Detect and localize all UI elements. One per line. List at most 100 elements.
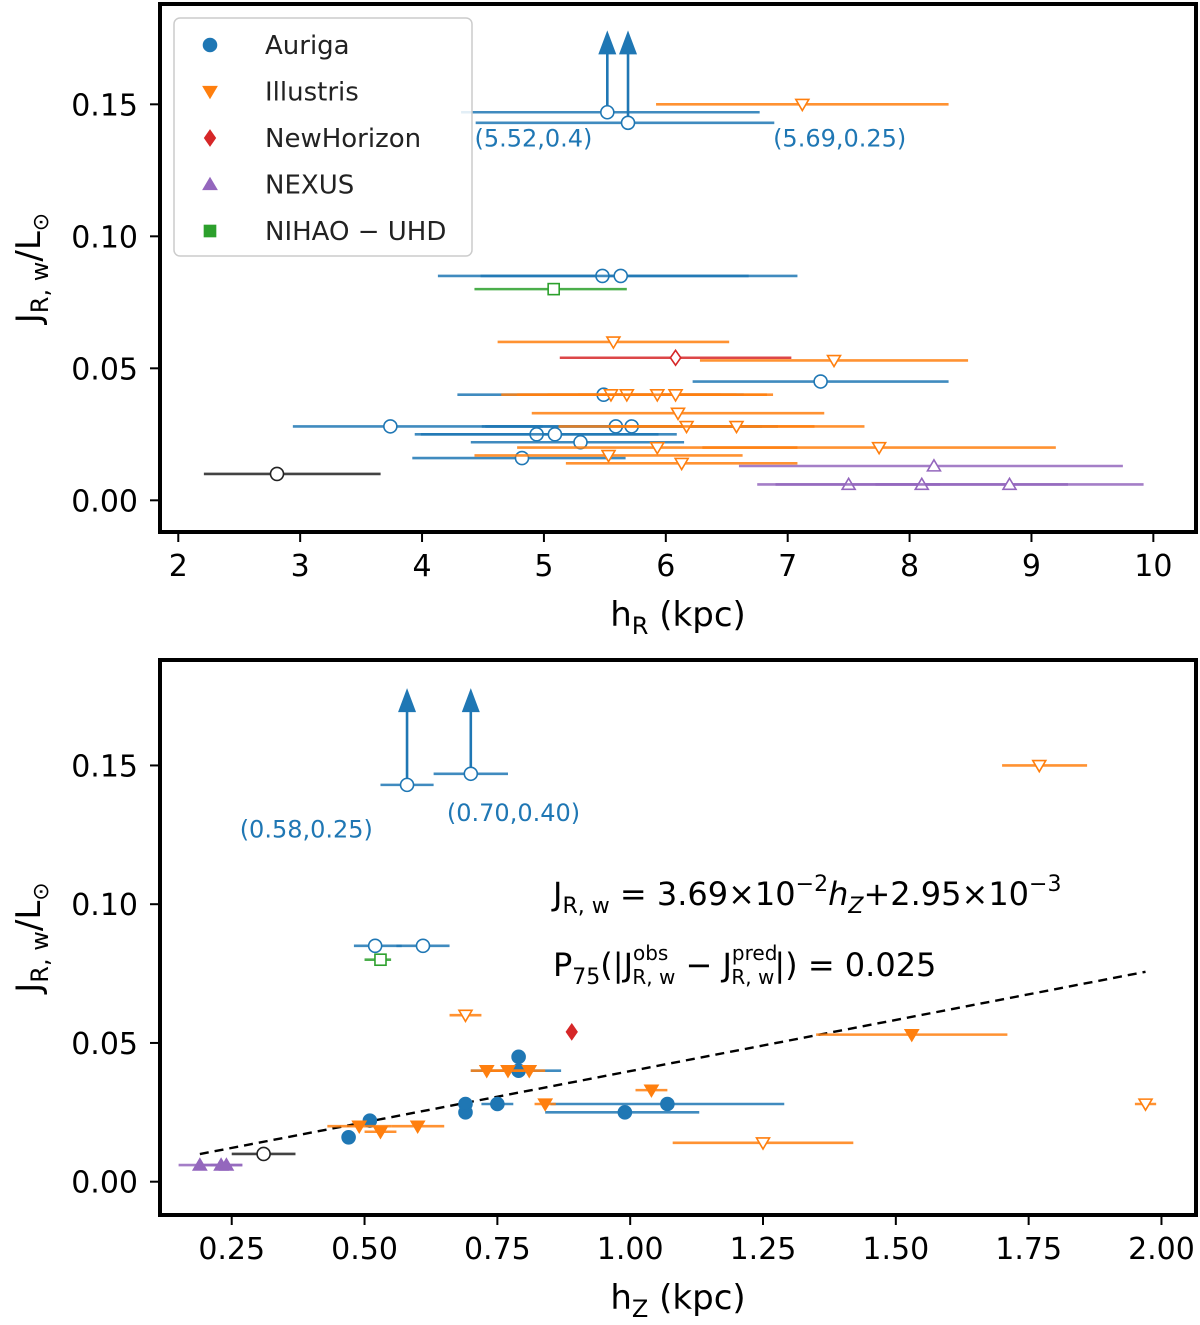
data-point xyxy=(926,458,942,472)
data-point xyxy=(269,466,285,482)
legend-marker xyxy=(202,37,218,53)
data-point xyxy=(399,777,415,793)
scatter-metric: P75(|Jobs R, w − Jpred R, w|) = 0.025 xyxy=(553,941,936,990)
legend-label: Auriga xyxy=(265,31,350,61)
x-ticks: 2 3 4 5 6 7 8 9 10 xyxy=(169,532,1172,584)
y-tick-label: 0.10 xyxy=(71,888,138,923)
annotation-label: (5.52,0.4) xyxy=(474,125,592,153)
y-tick-label: 0.15 xyxy=(71,749,138,784)
data-point xyxy=(813,374,828,389)
series-auriga xyxy=(341,1049,785,1145)
arrow-head xyxy=(461,688,480,713)
x-tick-label: 8 xyxy=(900,549,919,584)
series-nexus xyxy=(178,1157,243,1171)
data-point xyxy=(755,1137,771,1151)
y-axis-label: JR, w/L⊙ xyxy=(9,882,54,994)
data-point xyxy=(660,1096,675,1112)
x-tick-label: 3 xyxy=(291,549,310,584)
data-point xyxy=(490,1096,505,1112)
data-point xyxy=(649,441,666,456)
data-point xyxy=(463,766,479,782)
fit-line xyxy=(199,970,1146,1156)
series-illustris xyxy=(327,1028,1008,1140)
y-tick-label: 0.05 xyxy=(71,1027,138,1062)
x-tick-label: 6 xyxy=(656,549,675,584)
x-tick-label: 1.00 xyxy=(597,1232,664,1267)
top-panel: 2 3 4 5 6 7 8 9 10 0.00 0.05 0.10 0.15 hR (kpc) JR, w/… xyxy=(9,2,1198,640)
arrow-head xyxy=(398,688,417,713)
data-point xyxy=(374,953,387,967)
data-point xyxy=(673,457,690,472)
series-illustris xyxy=(474,98,1056,472)
data-point xyxy=(605,336,622,350)
x-tick-label: 9 xyxy=(1022,549,1041,584)
legend-label: NewHorizon xyxy=(265,124,421,154)
series-nihao-uhd xyxy=(474,282,627,296)
x-ticks: 0.25 0.50 0.75 1.00 1.25 1.50 1.75 2.00 xyxy=(198,1215,1195,1267)
series-auriga xyxy=(353,688,508,954)
data-point xyxy=(521,1065,538,1079)
data-point xyxy=(600,104,615,120)
data-point xyxy=(826,354,842,369)
y-tick-label: 0.15 xyxy=(71,88,138,123)
data-point xyxy=(617,1105,633,1120)
legend-entry: Auriga xyxy=(202,31,350,61)
legend-marker xyxy=(202,85,218,100)
data-point xyxy=(871,441,888,456)
y-tick-label: 0.00 xyxy=(71,1166,138,1201)
data-point xyxy=(478,1065,495,1079)
legend-label: NEXUS xyxy=(265,171,354,201)
plot-area: (0.58,0.25) (0.70,0.40) xyxy=(178,688,1157,1171)
legend-label: NIHAO − UHD xyxy=(265,217,446,247)
data-point xyxy=(547,427,563,442)
x-tick-label: 5 xyxy=(534,549,553,584)
series-newhorizon xyxy=(559,348,792,367)
annotation-label: (5.69,0.25) xyxy=(773,125,906,153)
x-tick-label: 1.75 xyxy=(995,1232,1062,1267)
data-point xyxy=(667,389,684,403)
data-point xyxy=(383,419,398,434)
x-tick-label: 2.00 xyxy=(1128,1232,1195,1267)
legend-marker xyxy=(203,129,217,147)
y-ticks: 0.00 0.05 0.10 0.15 xyxy=(71,88,160,519)
plot-area: (5.52,0.4) (5.69,0.25) xyxy=(203,30,1144,491)
data-point xyxy=(565,1022,578,1041)
data-point xyxy=(341,1130,356,1145)
data-point xyxy=(1001,476,1018,491)
y-tick-label: 0.00 xyxy=(71,484,138,519)
x-tick-label: 0.25 xyxy=(198,1232,265,1267)
data-point xyxy=(903,1028,920,1043)
series-newhorizon xyxy=(565,1022,578,1041)
arrow-head xyxy=(598,30,617,55)
data-point xyxy=(600,449,617,464)
data-point xyxy=(620,115,636,131)
data-point xyxy=(457,1009,474,1023)
data-point xyxy=(500,1065,516,1079)
series-other xyxy=(231,1146,296,1162)
y-tick-label: 0.05 xyxy=(71,352,138,387)
y-ticks: 0.00 0.05 0.10 0.15 xyxy=(71,749,160,1201)
x-tick-label: 0.50 xyxy=(331,1232,398,1267)
data-point xyxy=(670,407,686,421)
data-point xyxy=(728,420,745,435)
data-point xyxy=(613,268,629,284)
axes-frame xyxy=(158,658,1198,1217)
data-point xyxy=(218,1157,235,1171)
series-nihao-uhd xyxy=(364,953,392,967)
data-point xyxy=(547,282,561,296)
x-tick-label: 7 xyxy=(778,549,797,584)
legend-marker xyxy=(202,176,218,191)
legend-entry: NIHAO − UHD xyxy=(203,217,446,247)
series-nexus xyxy=(738,458,1144,491)
data-point xyxy=(409,1120,426,1134)
x-axis-label: hR (kpc) xyxy=(610,595,746,640)
legend-frame xyxy=(173,17,473,257)
data-point xyxy=(514,450,530,466)
x-tick-label: 1.50 xyxy=(862,1232,929,1267)
legend-marker xyxy=(203,224,217,238)
data-point xyxy=(458,1096,473,1112)
x-tick-label: 1.25 xyxy=(730,1232,797,1267)
arrow-head xyxy=(619,30,638,55)
axes-frame xyxy=(158,2,1198,534)
